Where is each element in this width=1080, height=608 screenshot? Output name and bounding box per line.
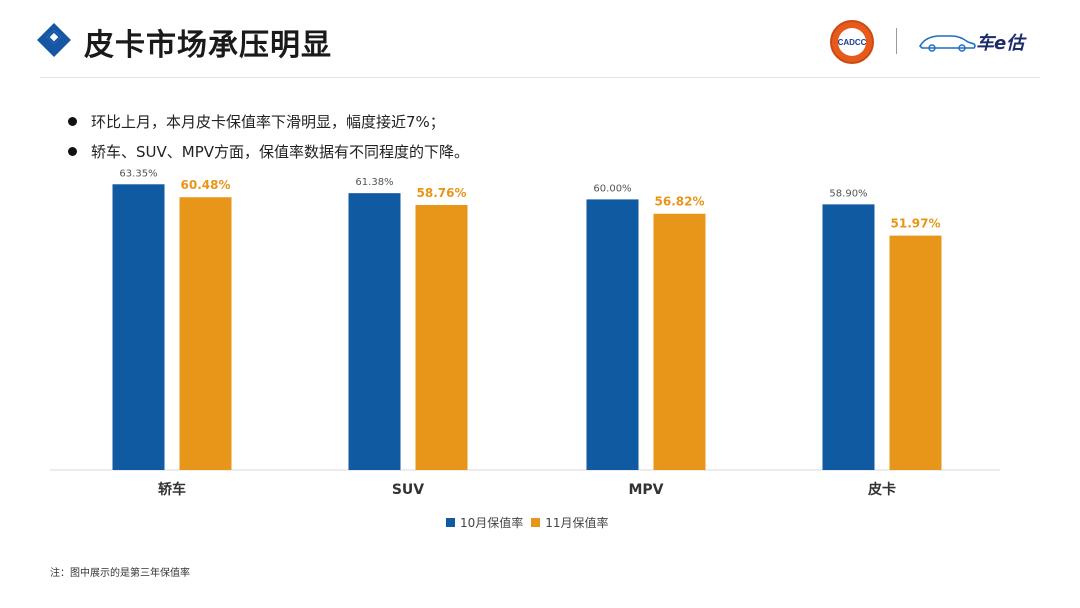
data-label: 51.97% — [891, 217, 941, 231]
bar-nov — [415, 204, 468, 470]
header: 皮卡市场承压明显 CADCC 车e估 — [0, 0, 1080, 78]
car-outline-icon — [918, 35, 976, 52]
data-label: 63.35% — [119, 168, 157, 179]
legend-label-nov: 11月保值率 — [545, 516, 609, 530]
chart-legend: 10月保值率 11月保值率 — [446, 514, 617, 531]
legend-swatch-oct — [446, 518, 455, 527]
bar-nov — [653, 213, 706, 470]
data-label: 60.48% — [181, 178, 231, 192]
diamond-icon — [37, 23, 71, 57]
footnote: 注：图中展示的是第三年保值率 — [50, 568, 190, 579]
bar-oct — [348, 193, 401, 470]
bar-oct — [112, 184, 165, 470]
bullet-dot-icon — [68, 146, 77, 156]
bar-nov — [889, 235, 942, 470]
bar-oct — [586, 199, 639, 470]
header-divider — [40, 77, 1040, 78]
page-title: 皮卡市场承压明显 — [84, 28, 332, 63]
brand-logo-text: 车e估 — [976, 33, 1025, 54]
bullet-item: 轿车、SUV、MPV方面，保值率数据有不同程度的下降。 — [68, 136, 469, 166]
logo-divider — [896, 28, 897, 54]
cadcc-logo: CADCC — [830, 20, 874, 64]
data-label: 60.00% — [593, 183, 631, 194]
category-label: SUV — [392, 482, 424, 498]
bar-nov — [179, 197, 232, 470]
bullet-item: 环比上月，本月皮卡保值率下滑明显，幅度接近7%； — [68, 106, 469, 136]
legend-item-oct: 10月保值率 — [446, 514, 523, 531]
bar-oct — [822, 204, 875, 470]
legend-label-oct: 10月保值率 — [460, 516, 524, 530]
data-label: 58.76% — [417, 186, 467, 200]
category-label: MPV — [628, 482, 663, 498]
bullet-text: 轿车、SUV、MPV方面，保值率数据有不同程度的下降。 — [91, 142, 470, 161]
category-label: 轿车 — [158, 481, 186, 498]
bullet-list: 环比上月，本月皮卡保值率下滑明显，幅度接近7%； 轿车、SUV、MPV方面，保值… — [68, 106, 469, 166]
legend-swatch-nov — [531, 518, 541, 527]
category-label: 皮卡 — [867, 481, 896, 498]
bullet-dot-icon — [68, 116, 77, 126]
cadcc-logo-text: CADCC — [838, 28, 866, 56]
data-label: 58.90% — [829, 188, 867, 199]
bar-chart: 63.35% 60.48% 轿车 61.38% 58.76% SUV 60.00% 56.82… — [50, 168, 1000, 498]
data-label: 56.82% — [655, 195, 705, 209]
data-label: 61.38% — [355, 177, 393, 188]
legend-item-nov: 11月保值率 — [531, 514, 609, 531]
bullet-text: 环比上月，本月皮卡保值率下滑明显，幅度接近7%； — [91, 112, 445, 131]
